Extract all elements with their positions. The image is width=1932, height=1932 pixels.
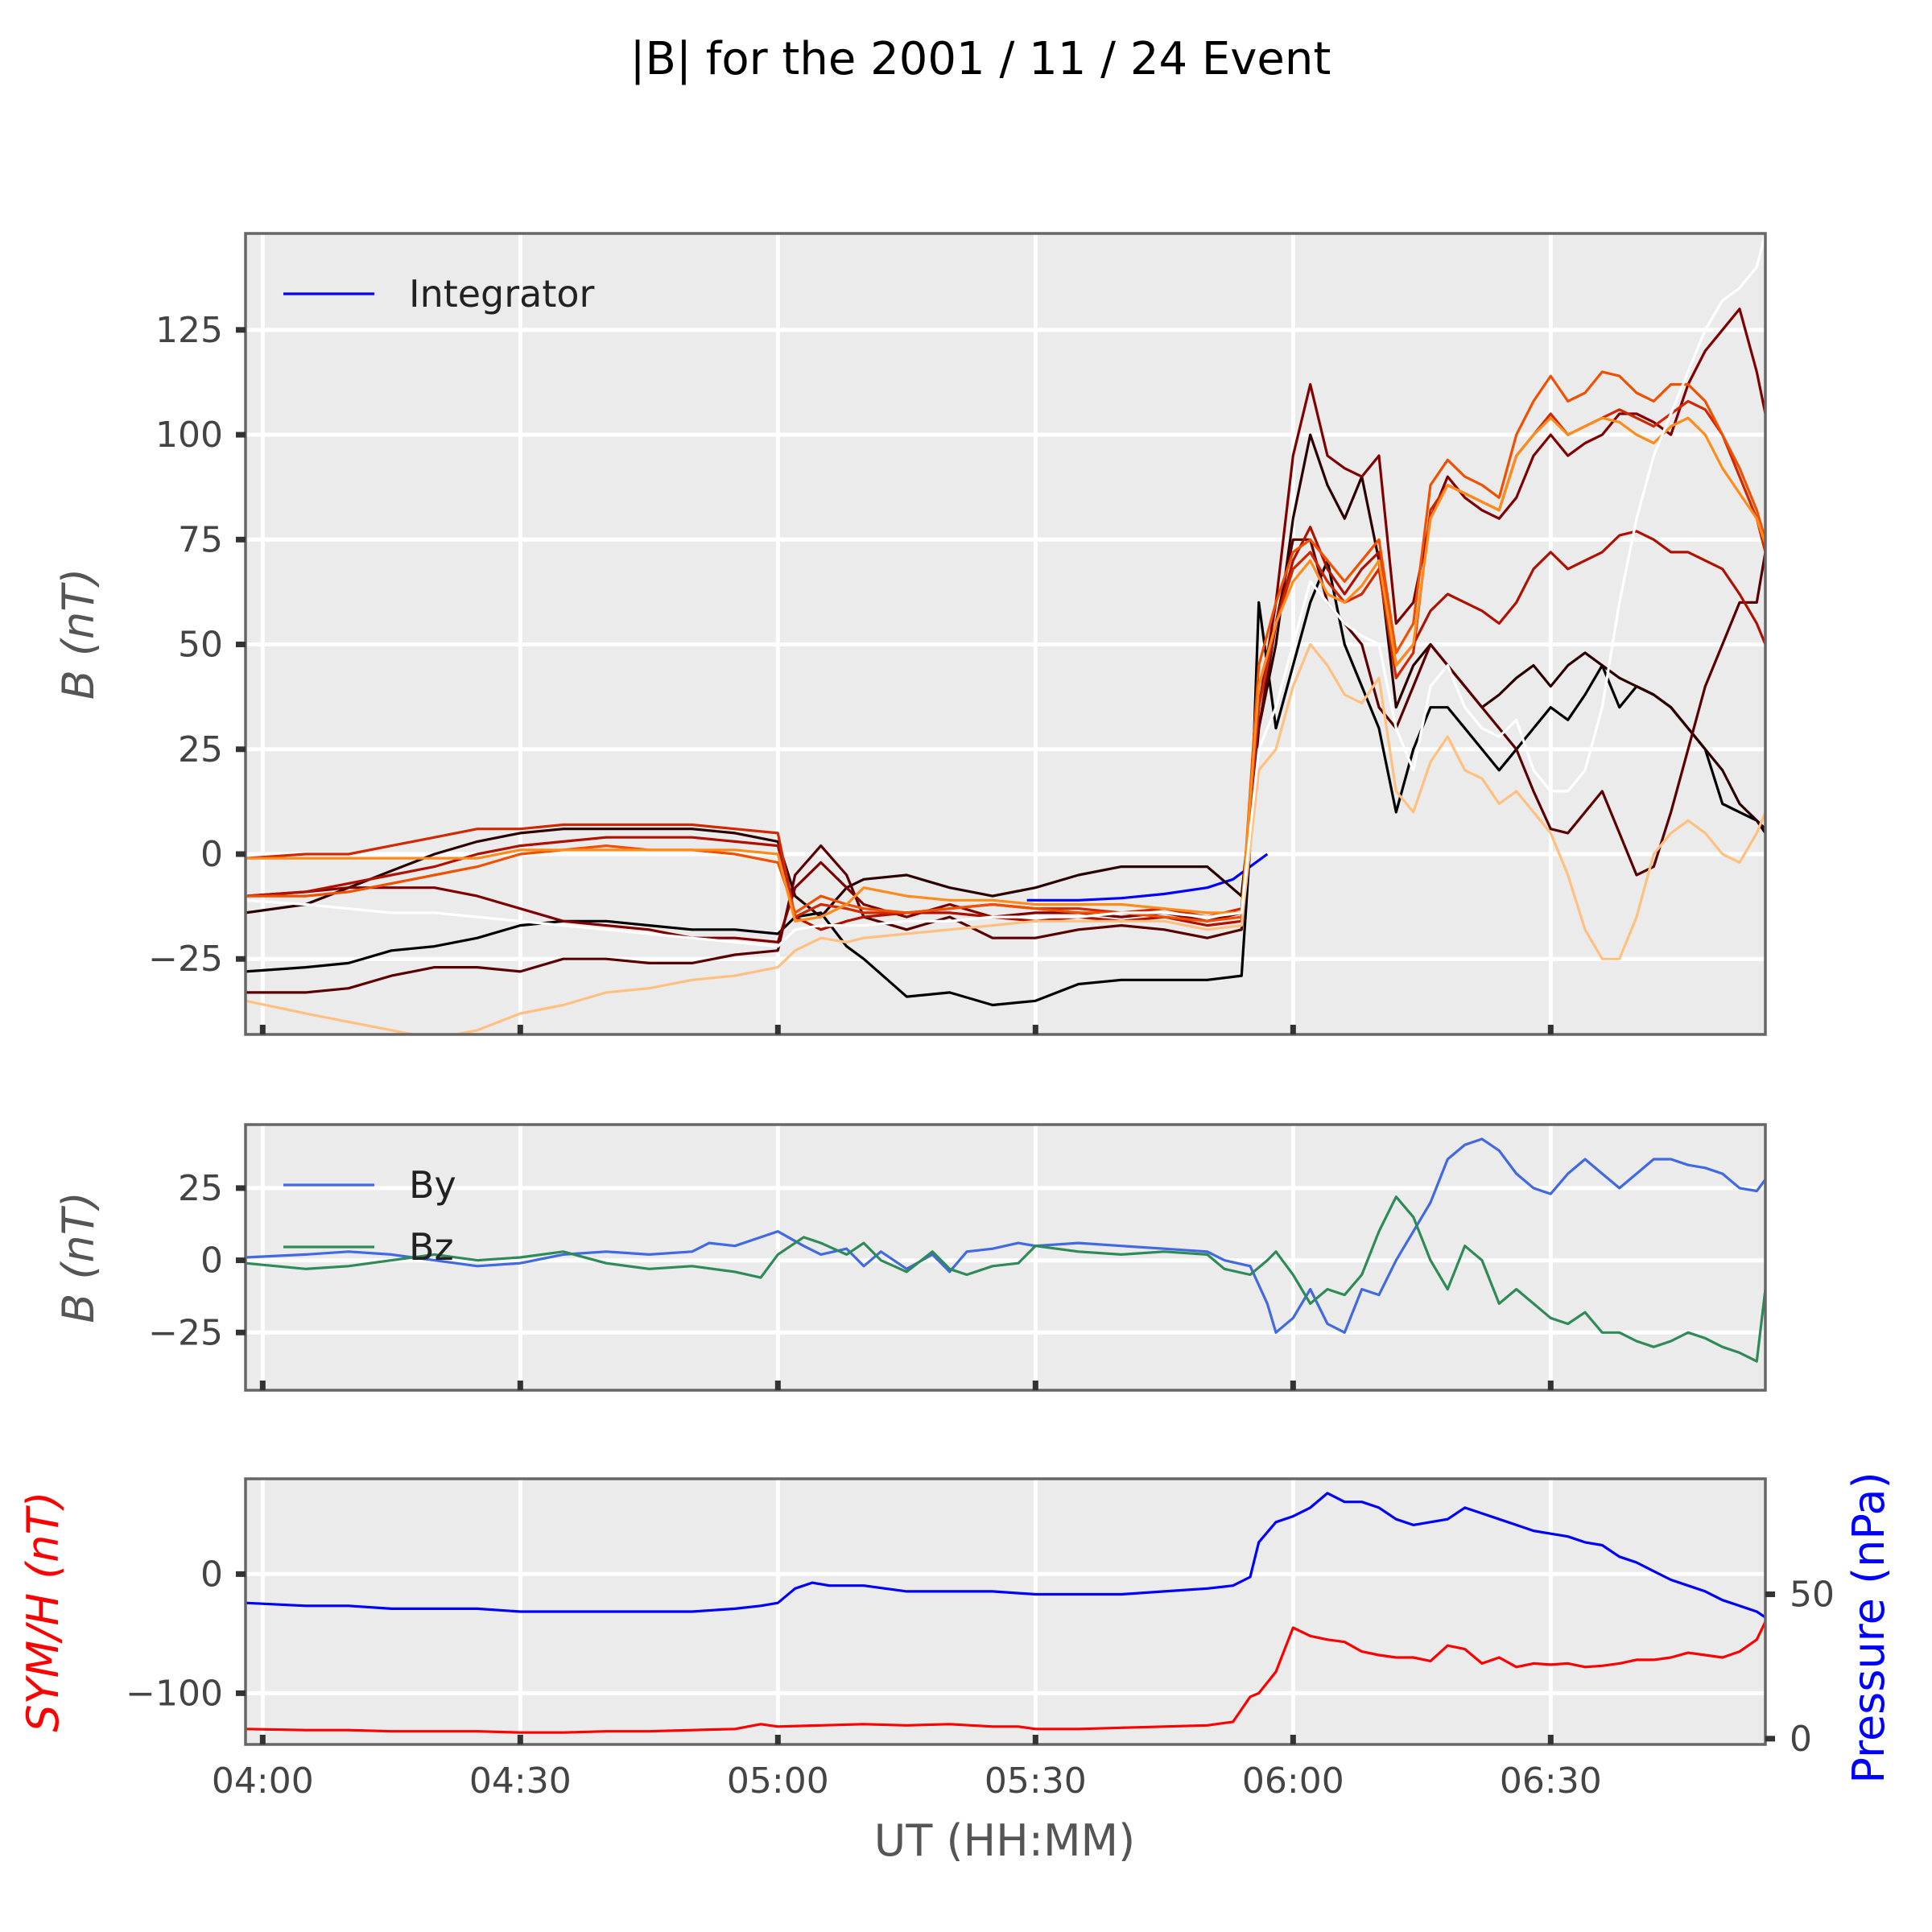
magnitude-panel: −25 0 25 50 75 100 125 B (nT) Integrator (53, 232, 1767, 1036)
x-tick-label: 05:00 (727, 1761, 829, 1802)
plot-frame (244, 1123, 1767, 1392)
y-tick-label: 0 (200, 1241, 223, 1282)
x-axis-label: UT (HH:MM) (874, 1815, 1135, 1866)
x-tick-label: 04:30 (469, 1761, 572, 1802)
y-tick-label: −25 (148, 939, 223, 980)
y-right-axis-label: Pressure (nPa) (1843, 1472, 1894, 1783)
y-axis-label: B (nT) (53, 568, 104, 700)
y-right-tick-label: 0 (1790, 1719, 1812, 1760)
y-tick-label: 25 (178, 1168, 223, 1209)
indices-panel: 04:00 04:30 05:00 05:30 06:00 06:30 −100 0 0 50 SY… (18, 1472, 1894, 1802)
series-line-5 (246, 526, 1765, 931)
series-line-pressure (246, 1492, 1765, 1619)
series-line-10 (246, 233, 1765, 948)
legend: By Bz (283, 1163, 456, 1269)
y-tick-label: 125 (155, 310, 223, 351)
y-tick-label: −25 (148, 1312, 223, 1353)
y-tick-label: 75 (178, 519, 223, 560)
series-line-6 (246, 399, 1765, 919)
y-tick-label: −100 (126, 1673, 223, 1714)
y-axis-label: B (nT) (53, 1191, 104, 1323)
plot-area (246, 1125, 1765, 1390)
series-line-bz (246, 1195, 1765, 1363)
series-line-8 (246, 416, 1765, 923)
y-tick-label: 50 (178, 625, 223, 666)
x-tick-label: 04:00 (212, 1761, 314, 1802)
y-axis-label: SYM/H (nT) (18, 1491, 68, 1732)
y-right-tick-label: 50 (1790, 1574, 1835, 1615)
legend-label: Integrator (409, 272, 595, 316)
series-line-1 (246, 559, 1765, 1007)
plot-frame (244, 232, 1767, 1036)
x-tick-label: 05:30 (985, 1761, 1087, 1802)
y-tick-label: 0 (200, 834, 223, 875)
series-line-by (246, 1137, 1765, 1334)
figure-title: |B| for the 2001 / 11 / 24 Event (630, 33, 1331, 85)
series-line-sym-h (246, 1620, 1765, 1734)
y-tick-label: 0 (200, 1554, 223, 1595)
components-panel: −25 0 25 B (nT) By Bz (53, 1123, 1767, 1392)
plot-frame (244, 1477, 1767, 1746)
y-tick-label: 25 (178, 729, 223, 770)
x-tick-label: 06:30 (1500, 1761, 1602, 1802)
series-line-9 (246, 642, 1765, 1034)
legend-label: By (409, 1163, 456, 1207)
plot-area (246, 233, 1765, 1034)
y-tick-label: 100 (155, 415, 223, 456)
series-line-3 (246, 538, 1765, 994)
legend: Integrator (283, 272, 595, 316)
series-line-2 (246, 433, 1765, 919)
x-tick-label: 06:00 (1242, 1761, 1344, 1802)
plot-area (246, 1479, 1765, 1744)
legend-label: Bz (409, 1225, 454, 1269)
